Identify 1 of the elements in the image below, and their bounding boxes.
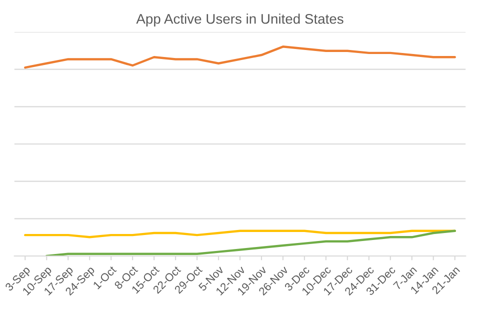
chart-title: App Active Users in United States (136, 14, 344, 27)
